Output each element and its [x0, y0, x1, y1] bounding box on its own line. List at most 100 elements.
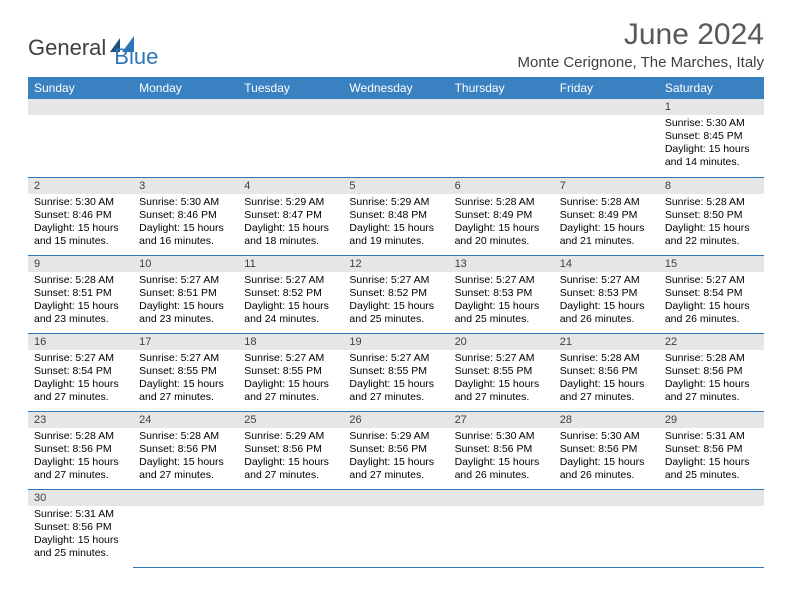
sunrise-text: Sunrise: 5:29 AM: [349, 196, 442, 209]
daylight-text: Daylight: 15 hours and 20 minutes.: [455, 222, 548, 248]
header: General Blue June 2024 Monte Cerignone, …: [28, 18, 764, 71]
day-details: Sunrise: 5:31 AMSunset: 8:56 PMDaylight:…: [28, 506, 133, 565]
sunrise-text: Sunrise: 5:27 AM: [34, 352, 127, 365]
day-number: 29: [659, 412, 764, 428]
sunrise-text: Sunrise: 5:27 AM: [139, 352, 232, 365]
day-number-empty: [449, 99, 554, 115]
sunset-text: Sunset: 8:49 PM: [455, 209, 548, 222]
daylight-text: Daylight: 15 hours and 16 minutes.: [139, 222, 232, 248]
day-number: 7: [554, 178, 659, 194]
calendar-week-row: 1Sunrise: 5:30 AMSunset: 8:45 PMDaylight…: [28, 99, 764, 177]
sunrise-text: Sunrise: 5:30 AM: [34, 196, 127, 209]
day-number: 9: [28, 256, 133, 272]
logo-text-general: General: [28, 35, 106, 61]
day-number-empty: [659, 490, 764, 506]
day-number-empty: [238, 99, 343, 115]
sunset-text: Sunset: 8:46 PM: [34, 209, 127, 222]
calendar-cell: 4Sunrise: 5:29 AMSunset: 8:47 PMDaylight…: [238, 177, 343, 255]
day-details: Sunrise: 5:28 AMSunset: 8:56 PMDaylight:…: [554, 350, 659, 409]
day-number: 23: [28, 412, 133, 428]
calendar-week-row: 23Sunrise: 5:28 AMSunset: 8:56 PMDayligh…: [28, 411, 764, 489]
day-details: Sunrise: 5:30 AMSunset: 8:56 PMDaylight:…: [449, 428, 554, 487]
day-number: 2: [28, 178, 133, 194]
calendar-cell: 18Sunrise: 5:27 AMSunset: 8:55 PMDayligh…: [238, 333, 343, 411]
daylight-text: Daylight: 15 hours and 27 minutes.: [560, 378, 653, 404]
day-details: Sunrise: 5:27 AMSunset: 8:54 PMDaylight:…: [659, 272, 764, 331]
calendar-cell: 30Sunrise: 5:31 AMSunset: 8:56 PMDayligh…: [28, 489, 133, 567]
day-number: 18: [238, 334, 343, 350]
calendar-cell: 19Sunrise: 5:27 AMSunset: 8:55 PMDayligh…: [343, 333, 448, 411]
sunrise-text: Sunrise: 5:28 AM: [665, 196, 758, 209]
day-details: Sunrise: 5:29 AMSunset: 8:47 PMDaylight:…: [238, 194, 343, 253]
day-number: 3: [133, 178, 238, 194]
sunrise-text: Sunrise: 5:29 AM: [349, 430, 442, 443]
daylight-text: Daylight: 15 hours and 27 minutes.: [139, 378, 232, 404]
daylight-text: Daylight: 15 hours and 22 minutes.: [665, 222, 758, 248]
calendar-cell: [238, 489, 343, 567]
sunset-text: Sunset: 8:56 PM: [665, 443, 758, 456]
sunset-text: Sunset: 8:51 PM: [139, 287, 232, 300]
sunset-text: Sunset: 8:55 PM: [349, 365, 442, 378]
sunset-text: Sunset: 8:47 PM: [244, 209, 337, 222]
day-details: Sunrise: 5:29 AMSunset: 8:48 PMDaylight:…: [343, 194, 448, 253]
day-number-empty: [449, 490, 554, 506]
daylight-text: Daylight: 15 hours and 21 minutes.: [560, 222, 653, 248]
calendar-cell: 15Sunrise: 5:27 AMSunset: 8:54 PMDayligh…: [659, 255, 764, 333]
weekday-header-row: SundayMondayTuesdayWednesdayThursdayFrid…: [28, 77, 764, 99]
calendar-cell: 21Sunrise: 5:28 AMSunset: 8:56 PMDayligh…: [554, 333, 659, 411]
day-details: Sunrise: 5:27 AMSunset: 8:52 PMDaylight:…: [238, 272, 343, 331]
day-number-empty: [133, 490, 238, 506]
day-number-empty: [133, 99, 238, 115]
day-number: 12: [343, 256, 448, 272]
calendar-cell: 8Sunrise: 5:28 AMSunset: 8:50 PMDaylight…: [659, 177, 764, 255]
day-details: Sunrise: 5:27 AMSunset: 8:55 PMDaylight:…: [133, 350, 238, 409]
calendar-cell: 13Sunrise: 5:27 AMSunset: 8:53 PMDayligh…: [449, 255, 554, 333]
day-number: 6: [449, 178, 554, 194]
calendar-cell: 6Sunrise: 5:28 AMSunset: 8:49 PMDaylight…: [449, 177, 554, 255]
sunrise-text: Sunrise: 5:27 AM: [349, 352, 442, 365]
sunrise-text: Sunrise: 5:27 AM: [244, 274, 337, 287]
calendar-cell: 3Sunrise: 5:30 AMSunset: 8:46 PMDaylight…: [133, 177, 238, 255]
sunset-text: Sunset: 8:49 PM: [560, 209, 653, 222]
calendar-cell: 14Sunrise: 5:27 AMSunset: 8:53 PMDayligh…: [554, 255, 659, 333]
day-details: Sunrise: 5:30 AMSunset: 8:45 PMDaylight:…: [659, 115, 764, 174]
sunrise-text: Sunrise: 5:31 AM: [34, 508, 127, 521]
sunrise-text: Sunrise: 5:27 AM: [139, 274, 232, 287]
sunset-text: Sunset: 8:45 PM: [665, 130, 758, 143]
daylight-text: Daylight: 15 hours and 26 minutes.: [455, 456, 548, 482]
daylight-text: Daylight: 15 hours and 19 minutes.: [349, 222, 442, 248]
logo-text-blue: Blue: [114, 44, 158, 70]
calendar-cell: 2Sunrise: 5:30 AMSunset: 8:46 PMDaylight…: [28, 177, 133, 255]
calendar-cell: [238, 99, 343, 177]
day-number-empty: [343, 99, 448, 115]
calendar-cell: 9Sunrise: 5:28 AMSunset: 8:51 PMDaylight…: [28, 255, 133, 333]
day-number: 4: [238, 178, 343, 194]
sunset-text: Sunset: 8:52 PM: [349, 287, 442, 300]
daylight-text: Daylight: 15 hours and 27 minutes.: [34, 456, 127, 482]
sunrise-text: Sunrise: 5:27 AM: [455, 274, 548, 287]
day-details: Sunrise: 5:27 AMSunset: 8:55 PMDaylight:…: [343, 350, 448, 409]
sunrise-text: Sunrise: 5:28 AM: [665, 352, 758, 365]
daylight-text: Daylight: 15 hours and 24 minutes.: [244, 300, 337, 326]
daylight-text: Daylight: 15 hours and 27 minutes.: [244, 378, 337, 404]
day-number: 20: [449, 334, 554, 350]
daylight-text: Daylight: 15 hours and 23 minutes.: [139, 300, 232, 326]
day-number: 24: [133, 412, 238, 428]
sunrise-text: Sunrise: 5:31 AM: [665, 430, 758, 443]
daylight-text: Daylight: 15 hours and 26 minutes.: [560, 300, 653, 326]
daylight-text: Daylight: 15 hours and 18 minutes.: [244, 222, 337, 248]
day-number: 14: [554, 256, 659, 272]
calendar-cell: 28Sunrise: 5:30 AMSunset: 8:56 PMDayligh…: [554, 411, 659, 489]
day-details: Sunrise: 5:27 AMSunset: 8:51 PMDaylight:…: [133, 272, 238, 331]
day-details: Sunrise: 5:28 AMSunset: 8:56 PMDaylight:…: [659, 350, 764, 409]
sunrise-text: Sunrise: 5:27 AM: [455, 352, 548, 365]
sunset-text: Sunset: 8:56 PM: [139, 443, 232, 456]
day-number: 25: [238, 412, 343, 428]
day-details: Sunrise: 5:27 AMSunset: 8:53 PMDaylight:…: [449, 272, 554, 331]
sunset-text: Sunset: 8:55 PM: [455, 365, 548, 378]
day-number: 16: [28, 334, 133, 350]
calendar-cell: 1Sunrise: 5:30 AMSunset: 8:45 PMDaylight…: [659, 99, 764, 177]
calendar-cell: 7Sunrise: 5:28 AMSunset: 8:49 PMDaylight…: [554, 177, 659, 255]
day-number-empty: [28, 99, 133, 115]
weekday-header: Tuesday: [238, 77, 343, 99]
